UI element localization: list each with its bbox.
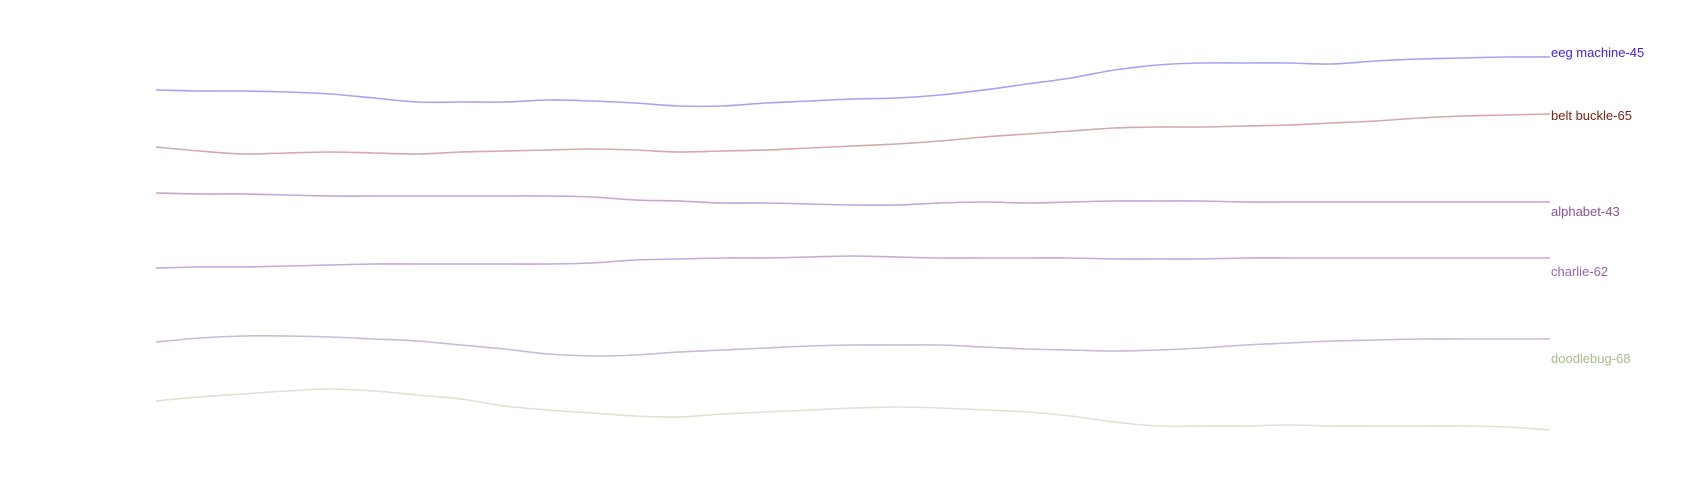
series-lines bbox=[155, 56, 1551, 431]
series-labels: eeg machine-45 belt buckle-65 alphabet-43 c… bbox=[1551, 45, 1644, 366]
series-label-eeg: eeg machine-45 bbox=[1551, 45, 1644, 60]
series-label-charlie: charlie-62 bbox=[1551, 264, 1608, 279]
series-line-doodlebug bbox=[155, 335, 1550, 357]
series-line-faint bbox=[155, 388, 1551, 431]
series-label-belt: belt buckle-65 bbox=[1551, 108, 1632, 123]
series-line-belt bbox=[155, 113, 1551, 155]
series-line-alphabet bbox=[155, 192, 1550, 206]
series-line-eeg bbox=[155, 56, 1551, 108]
series-line-charlie bbox=[155, 255, 1550, 269]
series-label-alphabet: alphabet-43 bbox=[1551, 204, 1620, 219]
series-label-doodlebug: doodlebug-68 bbox=[1551, 351, 1631, 366]
